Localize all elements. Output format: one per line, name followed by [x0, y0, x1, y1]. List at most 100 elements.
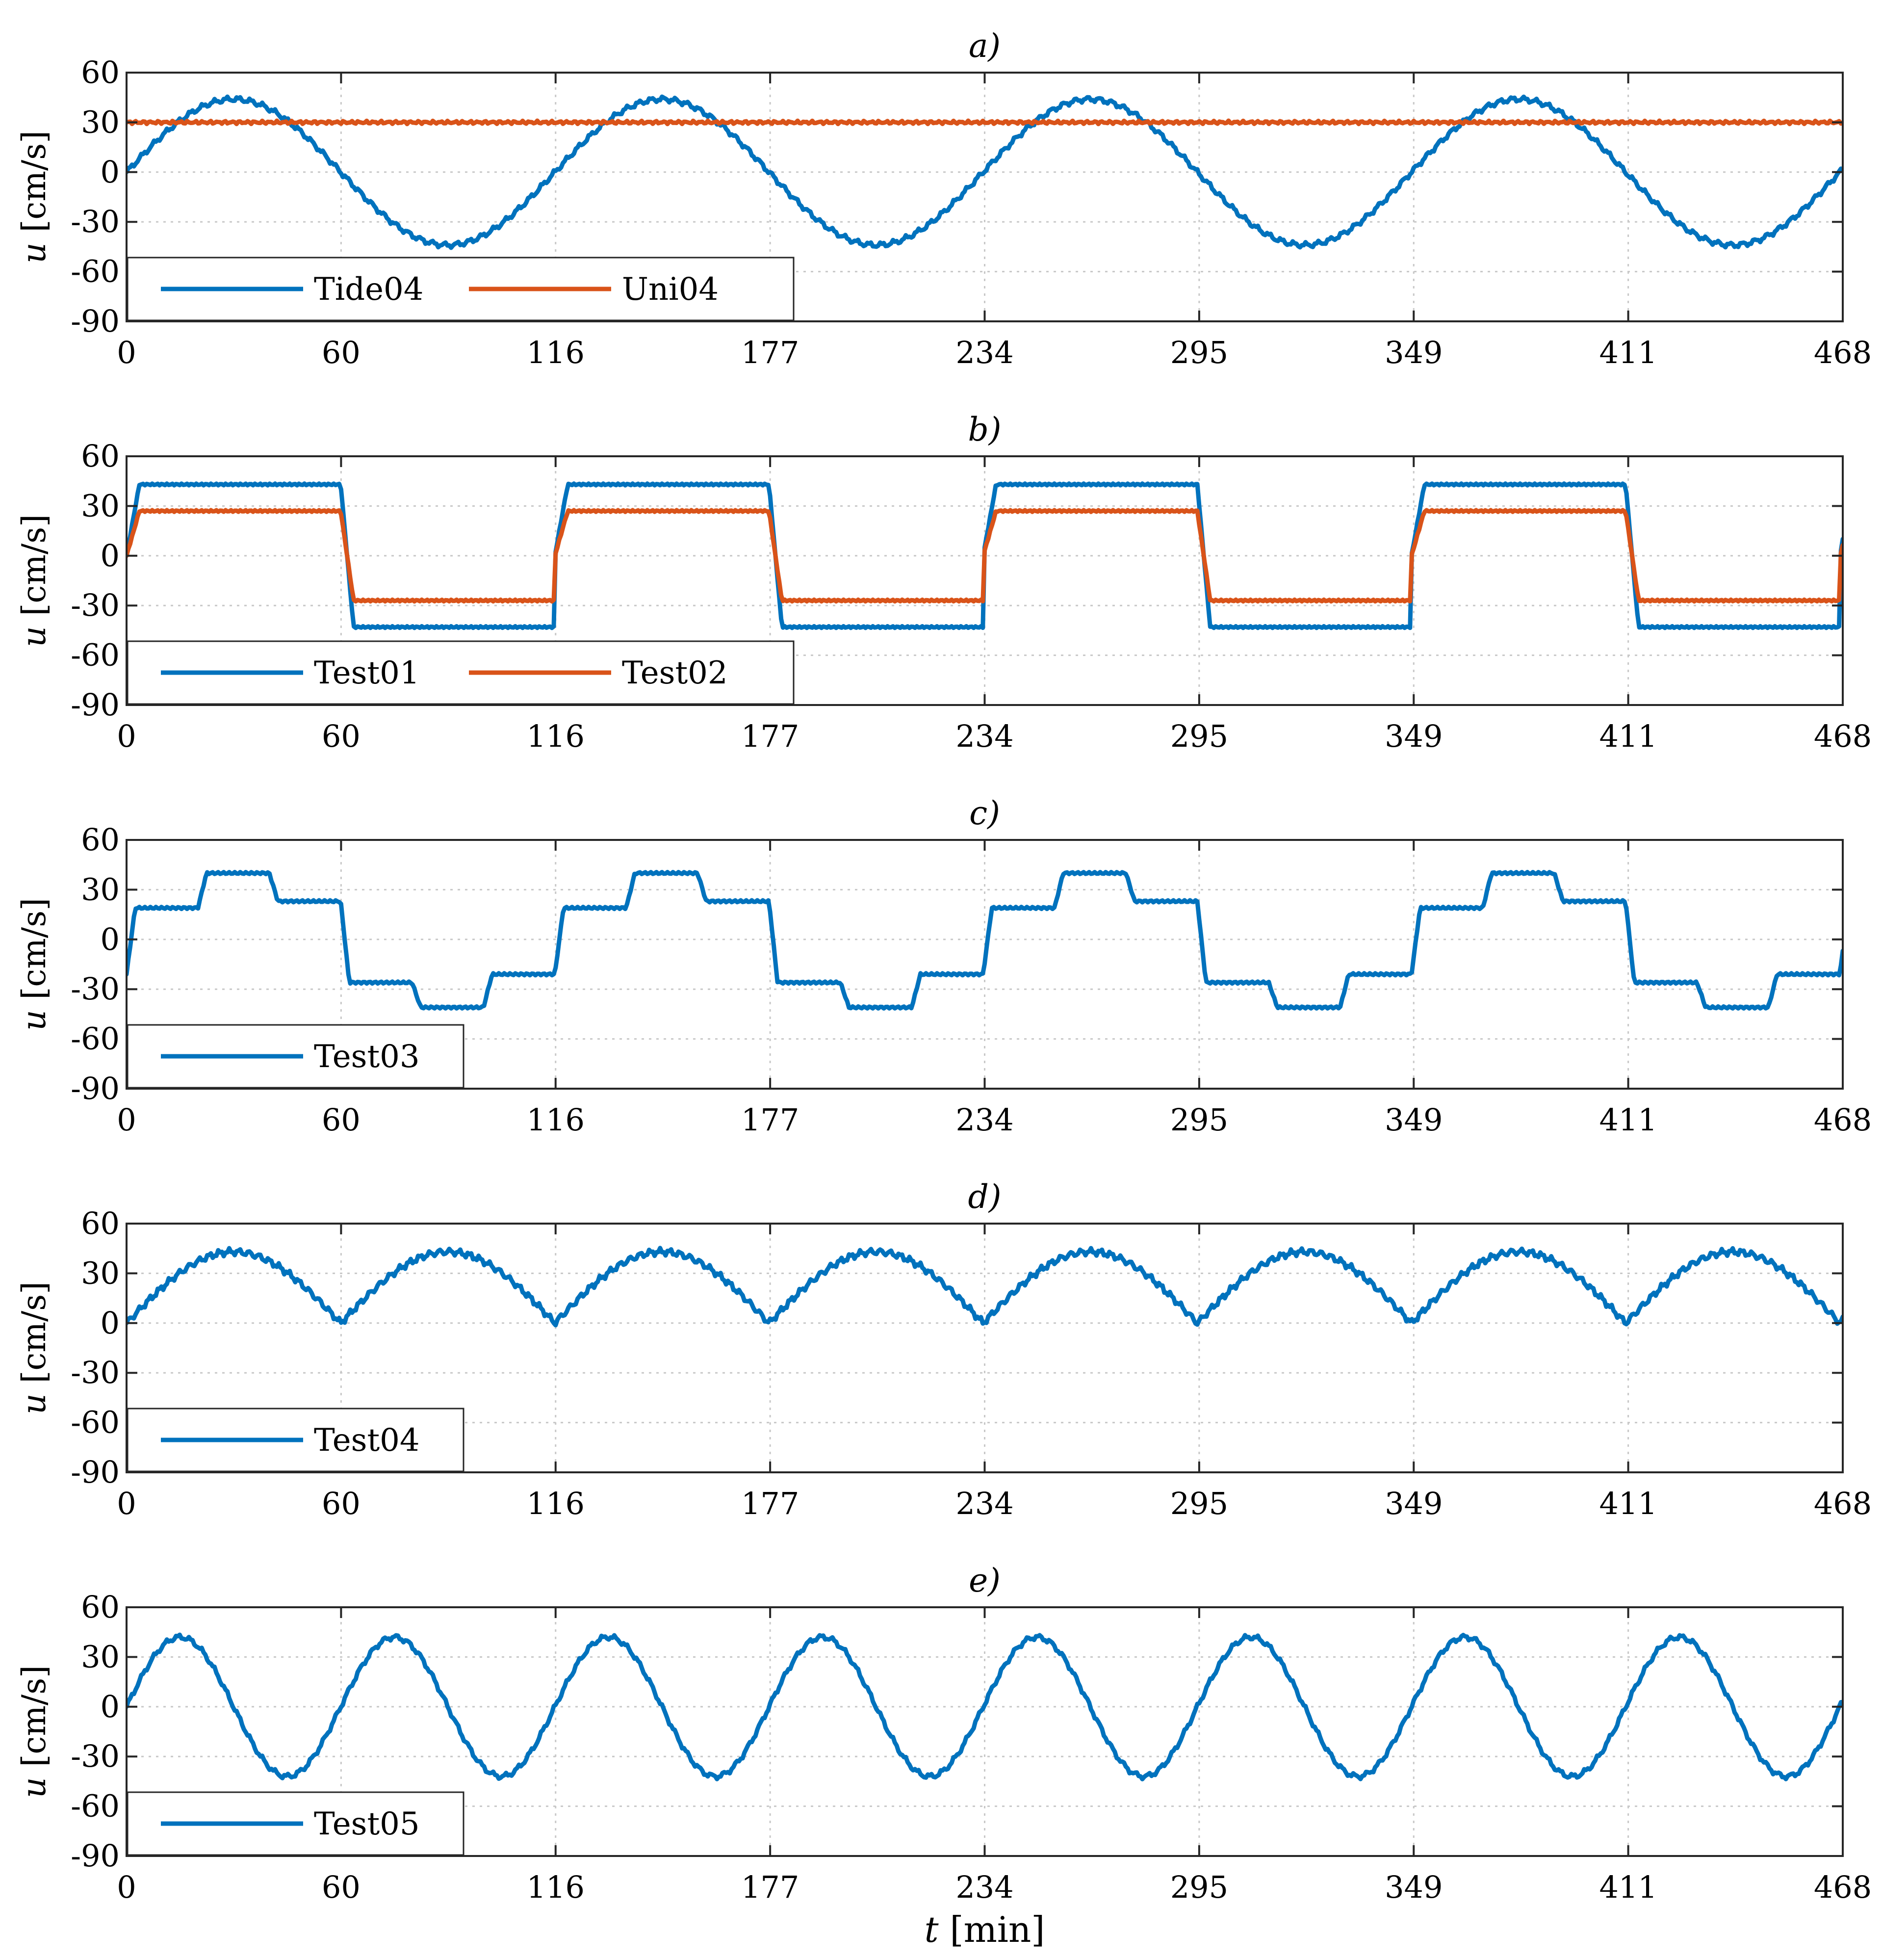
y-tick-label: -60 [71, 1788, 120, 1824]
y-tick-label: -90 [71, 1838, 120, 1874]
legend-label-test03: Test03 [314, 1039, 420, 1075]
legend: Test01 Test02 [127, 640, 795, 705]
y-tick-label: -90 [71, 1071, 120, 1106]
y-tick-label: -30 [71, 587, 120, 623]
x-tick-label: 411 [1599, 335, 1657, 370]
x-tick-label: 116 [527, 718, 585, 754]
y-tick-label: -30 [71, 1738, 120, 1774]
panel-title: b) [968, 411, 1002, 448]
y-tick-label: 0 [101, 921, 120, 957]
legend-label-tide04: Tide04 [314, 271, 423, 308]
x-tick-label: 295 [1170, 1102, 1228, 1138]
x-tick-label: 295 [1170, 718, 1228, 754]
y-tick-label: -60 [71, 254, 120, 289]
x-tick-label: 295 [1170, 335, 1228, 370]
y-tick-label: 30 [81, 1255, 120, 1291]
x-tick-label: 234 [955, 1102, 1013, 1138]
x-tick-label: 411 [1599, 1486, 1657, 1521]
legend-box [127, 257, 795, 321]
legend-label-test05: Test05 [314, 1806, 420, 1842]
y-tick-label: -60 [71, 1405, 120, 1440]
x-tick-label: 60 [322, 1102, 361, 1138]
y-axis-label: u [cm/s] [15, 1281, 53, 1414]
x-tick-label: 0 [117, 718, 136, 754]
series-line-uni04 [127, 118, 1843, 127]
y-axis-label: u [cm/s] [15, 898, 53, 1031]
y-tick-label: 60 [81, 438, 120, 474]
legend-label-uni04: Uni04 [622, 271, 719, 308]
y-tick-label: 60 [81, 1205, 120, 1241]
panel-title: d) [968, 1178, 1002, 1216]
y-tick-label: 60 [81, 822, 120, 858]
x-tick-label: 234 [955, 1486, 1013, 1521]
x-tick-label: 177 [741, 335, 799, 370]
y-tick-label: -60 [71, 637, 120, 673]
x-tick-label: 0 [117, 335, 136, 370]
x-tick-label: 411 [1599, 718, 1657, 754]
y-tick-label: -30 [71, 1355, 120, 1390]
y-axis-label-var: u [15, 1383, 53, 1414]
y-tick-label: -30 [71, 204, 120, 239]
y-tick-label: 30 [81, 871, 120, 907]
legend: Test03 [127, 1024, 464, 1089]
y-axis-label-var: u [15, 232, 53, 263]
legend-label-test01: Test01 [314, 655, 420, 691]
panel-title: a) [969, 27, 1001, 65]
y-axis-label-unit: [cm/s] [15, 1281, 53, 1383]
y-axis-label-unit: [cm/s] [15, 1665, 53, 1767]
panel-title: e) [969, 1562, 1001, 1599]
y-tick-label: -90 [71, 687, 120, 723]
y-axis-label: u [cm/s] [15, 1665, 53, 1798]
y-tick-label: 0 [101, 538, 120, 574]
y-tick-label: 0 [101, 1689, 120, 1725]
x-tick-label: 349 [1385, 335, 1443, 370]
x-axis-label: t [min] [925, 1909, 1045, 1950]
y-axis-label-var: u [15, 1767, 53, 1798]
x-tick-label: 177 [741, 1102, 799, 1138]
x-tick-label: 468 [1814, 718, 1872, 754]
series-line-tide04 [127, 94, 1843, 250]
x-tick-label: 295 [1170, 1869, 1228, 1905]
x-tick-label: 411 [1599, 1102, 1657, 1138]
y-axis-label: u [cm/s] [15, 514, 53, 647]
x-tick-label: 411 [1599, 1869, 1657, 1905]
y-tick-label: -30 [71, 971, 120, 1007]
series-line-test02 [127, 508, 1843, 604]
x-tick-label: 234 [955, 335, 1013, 370]
x-tick-label: 177 [741, 1486, 799, 1521]
panel-title: c) [969, 794, 1000, 832]
legend-label-test02: Test02 [622, 655, 728, 691]
x-tick-label: 60 [322, 335, 361, 370]
x-tick-label: 468 [1814, 1486, 1872, 1521]
x-tick-label: 116 [527, 1869, 585, 1905]
x-tick-label: 0 [117, 1869, 136, 1905]
y-axis-label-unit: [cm/s] [15, 514, 53, 616]
x-tick-label: 234 [955, 1869, 1013, 1905]
x-tick-label: 468 [1814, 1869, 1872, 1905]
y-axis-label-unit: [cm/s] [15, 898, 53, 999]
x-tick-label: 349 [1385, 1102, 1443, 1138]
y-axis-label: u [cm/s] [15, 131, 53, 263]
y-tick-label: 30 [81, 488, 120, 523]
panel-a: 0 60 116 177 234 295 349 411 468 60 30 0 -30 -60 -90 a)… [15, 27, 1872, 370]
x-tick-label: 0 [117, 1102, 136, 1138]
y-tick-label: -90 [71, 303, 120, 339]
panel-e: 0 60 116 177 234 295 349 411 468 60 30 0 -30 -60 -90 e)… [15, 1562, 1872, 1950]
x-tick-label: 177 [741, 1869, 799, 1905]
legend-label-test04: Test04 [314, 1422, 420, 1459]
x-axis-label-var: t [925, 1909, 950, 1950]
x-tick-label: 60 [322, 718, 361, 754]
legend: Test04 [127, 1408, 464, 1472]
x-tick-label: 116 [527, 1102, 585, 1138]
x-tick-label: 60 [322, 1869, 361, 1905]
x-tick-label: 349 [1385, 1486, 1443, 1521]
x-tick-label: 60 [322, 1486, 361, 1521]
y-tick-label: 60 [81, 54, 120, 90]
x-axis-label-unit: [min] [950, 1909, 1045, 1950]
x-tick-label: 468 [1814, 1102, 1872, 1138]
legend: Test05 [127, 1791, 464, 1856]
y-axis-label-var: u [15, 999, 53, 1031]
x-tick-label: 234 [955, 718, 1013, 754]
series-line-test03 [127, 870, 1843, 1011]
